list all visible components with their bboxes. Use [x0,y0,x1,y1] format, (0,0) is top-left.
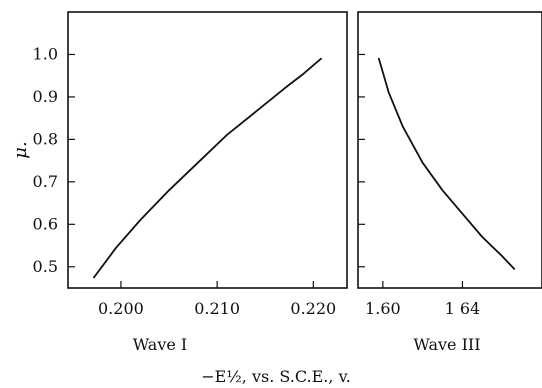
panel-wave-i: 0.200 0.210 0.220 Wave I [67,11,348,354]
x-tick-label: 1.60 [365,299,401,318]
y-tick-label: 1.0 [33,44,58,63]
y-axis-label: μ. [10,141,31,158]
y-axis-ticks: 0.5 0.6 0.7 0.8 0.9 1.0 [33,44,58,275]
panel-wave-iii-x-ticks: 1.60 1 64 [358,53,481,318]
panel-wave-iii: 1.60 1 64 Wave III [357,11,542,354]
y-tick-label: 0.5 [33,257,58,276]
y-axis-label-group: μ. [10,141,31,158]
panel-wave-i-x-ticks: 0.200 0.210 0.220 [68,53,336,318]
panel-wave-i-frame [67,11,348,289]
panel-wave-iii-title: Wave III [413,335,480,354]
y-tick-label: 0.8 [33,129,58,148]
x-tick-label: 0.200 [98,299,144,318]
wave-i-curve [93,57,322,279]
panel-wave-i-title: Wave I [133,335,188,354]
x-axis-label: −E½, vs. S.C.E., v. [201,367,351,386]
x-tick-label: 0.210 [194,299,240,318]
wave-iii-curve [378,57,516,270]
y-tick-label: 0.9 [33,87,58,106]
y-tick-label: 0.7 [33,172,58,191]
x-tick-label: 1 64 [445,299,481,318]
y-tick-label: 0.6 [33,214,58,233]
x-tick-label: 0.220 [290,299,336,318]
panel-wave-iii-frame [357,11,542,289]
